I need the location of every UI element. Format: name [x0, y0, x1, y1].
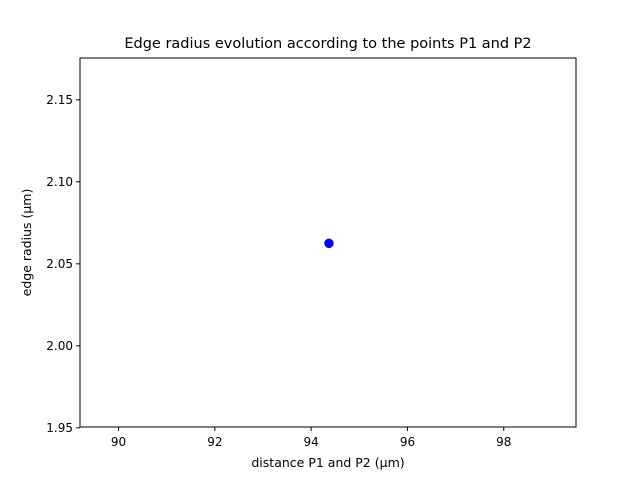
x-axis-ticks: 90 92 94 96 98 — [111, 427, 511, 449]
y-axis-label: edge radius (µm) — [19, 189, 34, 297]
y-axis-ticks: 1.95 2.00 2.05 2.10 2.15 — [46, 93, 80, 435]
y-tick-label: 1.95 — [46, 421, 73, 435]
y-tick-label: 2.00 — [46, 339, 73, 353]
x-axis-label: distance P1 and P2 (µm) — [251, 455, 404, 470]
x-tick-label: 92 — [207, 435, 222, 449]
y-tick-label: 2.05 — [46, 257, 73, 271]
x-tick-label: 94 — [304, 435, 319, 449]
data-points — [324, 238, 334, 249]
y-tick-label: 2.15 — [46, 93, 73, 107]
scatter-point — [324, 238, 334, 249]
y-tick-label: 2.10 — [46, 175, 73, 189]
chart-title: Edge radius evolution according to the p… — [124, 36, 531, 52]
x-tick-label: 96 — [400, 435, 415, 449]
x-tick-label: 90 — [111, 435, 126, 449]
x-tick-label: 98 — [496, 435, 511, 449]
